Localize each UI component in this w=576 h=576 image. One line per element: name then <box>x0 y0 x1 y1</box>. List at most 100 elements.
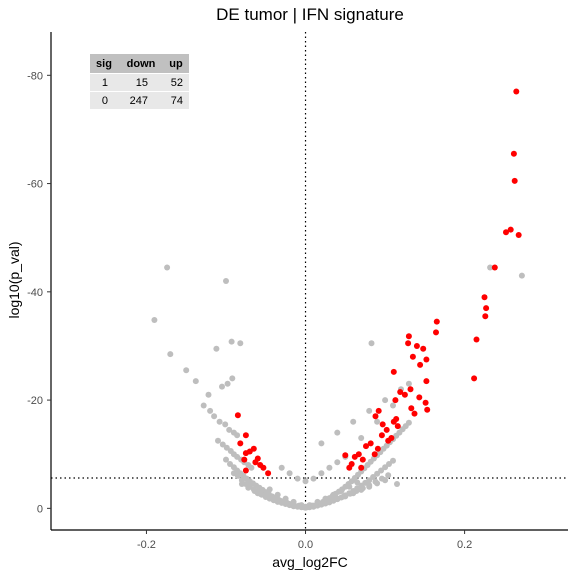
sig-point <box>413 343 420 349</box>
nonsig-point <box>219 383 225 390</box>
sig-point <box>482 313 489 320</box>
sig-point <box>363 443 369 450</box>
nonsig-point <box>222 421 229 428</box>
sig-point <box>383 426 390 433</box>
sig-point <box>394 423 401 430</box>
nonsig-point <box>342 493 349 500</box>
y-tick-label: -60 <box>27 179 43 191</box>
nonsig-point <box>366 483 373 490</box>
sig-point <box>422 399 429 406</box>
nonsig-point <box>382 477 389 484</box>
nonsig-point <box>234 432 241 439</box>
nonsig-point <box>254 490 261 497</box>
nonsig-point <box>266 486 273 493</box>
nonsig-point <box>213 345 220 352</box>
table-cell-r1-sig: 1 <box>102 77 108 89</box>
nonsig-point <box>322 495 329 502</box>
sig-point <box>372 413 379 420</box>
sig-point <box>358 464 365 471</box>
nonsig-point <box>224 380 231 387</box>
sig-point <box>511 177 518 184</box>
y-tick-label: 0 <box>37 503 43 515</box>
data-points <box>151 88 525 511</box>
nonsig-point <box>390 402 396 409</box>
table-cell-r2-sig: 0 <box>102 95 108 107</box>
sig-point <box>242 432 249 439</box>
sig-point <box>417 361 424 368</box>
nonsig-point <box>205 391 212 398</box>
nonsig-point <box>394 481 400 487</box>
sig-point <box>359 456 366 463</box>
nonsig-point <box>382 397 389 404</box>
nonsig-point <box>223 444 230 451</box>
nonsig-point <box>326 464 333 471</box>
sig-point <box>423 356 430 363</box>
sig-point <box>351 453 358 460</box>
nonsig-point <box>298 502 305 509</box>
sig-point <box>433 318 440 325</box>
nonsig-point <box>237 340 244 347</box>
nonsig-point <box>228 338 235 345</box>
nonsig-point <box>282 495 289 502</box>
sig-point <box>390 368 397 375</box>
table-cell-r1-up: 52 <box>171 77 183 89</box>
nonsig-point <box>374 470 381 477</box>
table-header-up: up <box>169 58 183 70</box>
sig-point <box>379 421 386 428</box>
nonsig-point <box>330 491 337 498</box>
table-header-down: down <box>127 58 156 70</box>
nonsig-point <box>334 459 341 466</box>
nonsig-point <box>366 407 373 414</box>
nonsig-point <box>334 496 341 503</box>
nonsig-point <box>278 464 285 471</box>
nonsig-point <box>368 340 375 347</box>
sig-point <box>374 445 381 452</box>
sig-point <box>513 88 520 95</box>
sig-point <box>420 345 427 352</box>
nonsig-point <box>374 418 381 425</box>
nonsig-point <box>334 429 341 436</box>
nonsig-point <box>211 413 218 420</box>
y-axis-label: log10(p_val) <box>6 241 22 318</box>
sig-point <box>392 397 399 404</box>
sig-point <box>408 405 415 412</box>
sig-point <box>252 459 259 466</box>
y-tick-label: -40 <box>27 287 43 299</box>
x-tick-label: -0.2 <box>137 539 156 551</box>
sig-point <box>471 375 478 382</box>
sig-point <box>491 264 498 271</box>
nonsig-point <box>358 486 365 493</box>
sig-point <box>265 470 272 477</box>
table-cell-r2-down: 247 <box>130 95 148 107</box>
x-tick-label: 0.2 <box>457 539 472 551</box>
sig-point <box>433 329 439 336</box>
nonsig-point <box>207 407 214 414</box>
nonsig-point <box>248 464 255 471</box>
nonsig-point <box>306 502 313 509</box>
nonsig-point <box>385 472 392 479</box>
sig-point <box>503 229 509 236</box>
nonsig-point <box>223 456 229 463</box>
sig-point <box>371 451 378 458</box>
sig-point <box>375 407 382 414</box>
nonsig-point <box>354 479 361 486</box>
nonsig-point <box>245 484 252 491</box>
nonsig-point <box>350 418 357 425</box>
sig-point <box>411 410 418 417</box>
sig-point <box>260 464 267 471</box>
sig-point <box>246 448 253 455</box>
y-tick-label: -80 <box>27 70 43 82</box>
nonsig-point <box>151 317 158 323</box>
nonsig-point <box>286 470 293 477</box>
y-tick-label: -20 <box>27 395 43 407</box>
sig-point <box>342 452 349 459</box>
nonsig-point <box>314 498 321 505</box>
nonsig-point <box>294 475 301 482</box>
sig-point <box>423 378 430 385</box>
nonsig-point <box>405 419 412 426</box>
sig-point <box>407 386 414 393</box>
nonsig-point <box>234 472 241 479</box>
sig-point <box>401 391 408 398</box>
nonsig-point <box>350 490 357 497</box>
